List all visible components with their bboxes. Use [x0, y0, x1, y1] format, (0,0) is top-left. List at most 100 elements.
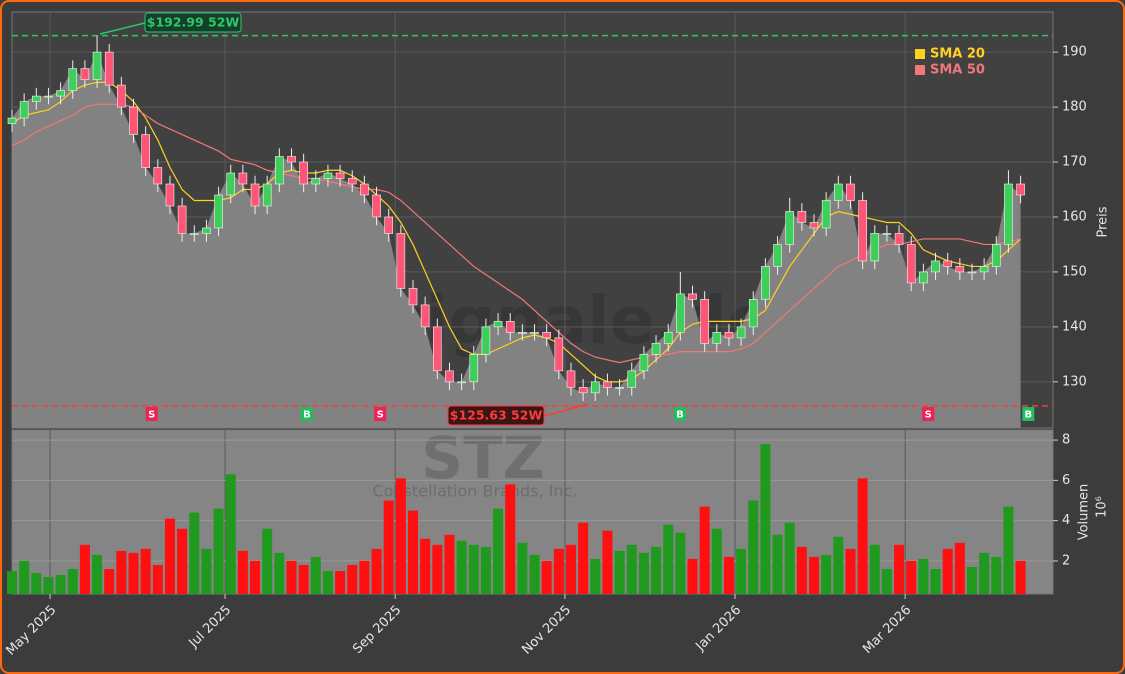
candle-body: [372, 194, 381, 218]
candle-body: [578, 387, 588, 394]
volume-bar: [7, 571, 17, 594]
volume-bar: [298, 564, 309, 594]
volume-bar: [116, 550, 127, 594]
candle-body: [931, 260, 940, 273]
volume-bar: [796, 546, 807, 594]
volume-bar: [395, 478, 406, 594]
candle-body: [19, 101, 29, 119]
candle-body: [420, 304, 430, 328]
signal-marker: [145, 407, 158, 421]
volume-bar: [966, 567, 977, 594]
volume-bar: [359, 560, 370, 594]
candle-body: [991, 244, 1001, 267]
volume-bar: [626, 544, 637, 594]
volume-bar: [821, 554, 832, 594]
volume-bar: [590, 558, 601, 594]
volume-bar: [408, 510, 419, 594]
volume-bar: [736, 548, 747, 594]
volume-bar: [237, 550, 248, 594]
candle-body: [214, 194, 223, 229]
candle-body: [979, 266, 989, 273]
candle-body: [384, 216, 394, 234]
volume-bar: [565, 544, 576, 594]
volume-bar: [225, 474, 236, 594]
volume-bar: [979, 552, 990, 594]
candle-body: [967, 271, 977, 274]
candle-body: [7, 117, 17, 124]
volume-bar: [67, 569, 78, 594]
volume-bar: [942, 548, 953, 594]
volume-bar: [55, 575, 66, 594]
candle-body: [481, 326, 491, 355]
candle-body: [834, 183, 843, 201]
candle-body: [1016, 183, 1025, 196]
candle-body: [469, 354, 479, 383]
volume-bar: [140, 548, 151, 594]
y-tick-label: 190: [1062, 45, 1087, 60]
y-axis-label: Preis: [1096, 206, 1111, 237]
volume-bar: [881, 569, 892, 594]
volume-bar: [833, 536, 844, 594]
candle-body: [943, 260, 952, 267]
candle-body: [226, 172, 236, 196]
volume-bar: [529, 554, 540, 594]
annotation-box: [144, 12, 242, 33]
candle-body: [335, 172, 345, 179]
volume-bar: [1015, 560, 1026, 594]
candle-body: [894, 233, 904, 245]
volume-bar: [578, 522, 589, 594]
volume-bar: [468, 544, 479, 594]
volume-bar: [152, 564, 163, 594]
volume-bar: [310, 556, 321, 594]
candle-body: [542, 332, 551, 339]
annotation-label: $125.63 52W: [450, 408, 543, 423]
volume-bar: [456, 540, 467, 594]
candle-body: [906, 244, 916, 284]
volume-bar: [164, 518, 175, 594]
legend-label: SMA 20: [930, 47, 985, 62]
y-tick-label: 160: [1062, 209, 1087, 224]
candle-body: [68, 68, 78, 91]
signal-marker: [673, 407, 686, 421]
signal-marker: [1022, 407, 1035, 421]
candle-body: [104, 51, 114, 86]
y-tick-label: 130: [1062, 374, 1087, 389]
candle-body: [870, 233, 880, 262]
legend-label: SMA 50: [930, 63, 985, 78]
y-tick-label: 2: [1062, 553, 1070, 568]
candle-body: [347, 178, 357, 185]
volume-bar: [918, 558, 929, 594]
candle-body: [688, 293, 697, 300]
candle-body: [955, 266, 965, 273]
volume-bar: [43, 577, 54, 594]
candle-body: [177, 205, 187, 234]
volume-bar: [505, 484, 516, 594]
volume-bar: [335, 571, 346, 594]
signal-label: B: [303, 410, 311, 421]
candle-body: [518, 332, 527, 334]
candle-body: [141, 134, 150, 168]
volume-bar: [493, 508, 504, 594]
candle-body: [736, 326, 746, 339]
volume-bar: [541, 560, 552, 594]
candle-body: [493, 321, 503, 328]
volume-bar: [772, 534, 783, 594]
volume-bar: [748, 500, 759, 594]
volume-bar: [1003, 506, 1014, 594]
y-tick-label: 140: [1062, 319, 1087, 334]
candle-body: [590, 381, 600, 394]
y-tick-label: 150: [1062, 264, 1087, 279]
volume-bar: [553, 548, 564, 594]
volume-bar: [92, 554, 103, 594]
volume-unit: 10⁶: [1095, 496, 1110, 518]
sma-line: [11, 81, 1022, 383]
sma-line: [11, 103, 1021, 364]
candle-body: [748, 299, 758, 328]
volume-bar: [432, 544, 443, 594]
y-tick-label: 170: [1062, 155, 1087, 170]
candle-body: [712, 332, 722, 344]
candle-body: [615, 387, 624, 389]
volume-bar: [687, 558, 698, 594]
volume-bar: [869, 544, 880, 594]
candle-body: [639, 354, 649, 372]
